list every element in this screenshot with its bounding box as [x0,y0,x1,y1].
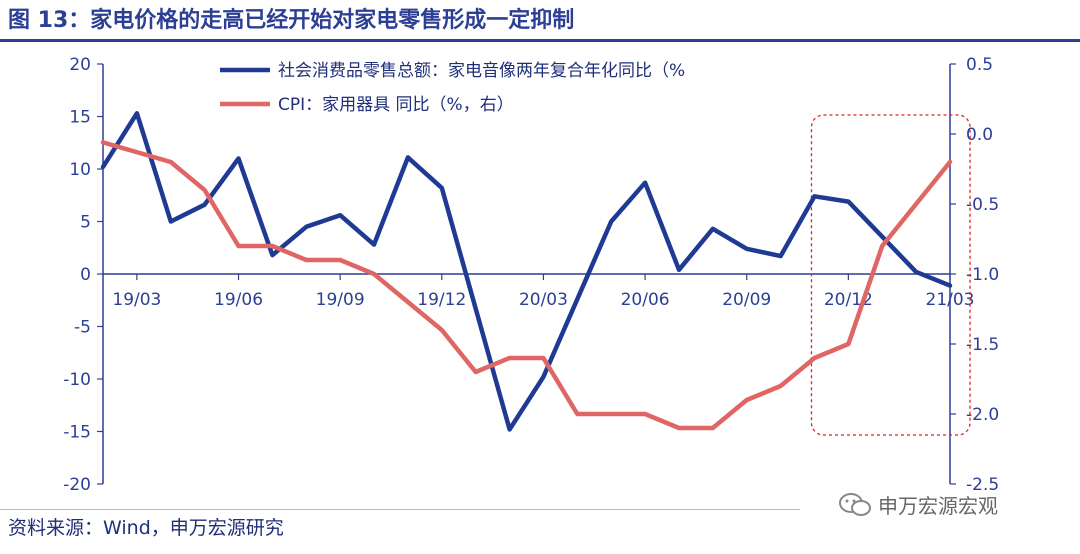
chart-title: 图 13：家电价格的走高已经开始对家电零售形成一定抑制 [8,8,575,33]
x-tick-label: 19/09 [316,290,365,310]
line-chart: 20 15 10 5 0 -5 -10 -15 -20 0.5 0.0 -0.5 -1.0 -1.5 -2.… [63,55,999,495]
y-left-tick-label: 0 [80,265,91,285]
x-tick-label: 19/12 [417,290,466,310]
title-rule [0,39,1080,42]
y-right-tick-label: -1.0 [966,265,999,285]
y-right-tick-label: -2.0 [966,405,999,425]
y-right-tick-label: -1.5 [966,335,999,355]
y-left-tick-label: 5 [80,213,91,233]
y-left-tick-label: -5 [74,318,91,338]
y-right-tick-label: -0.5 [966,195,999,215]
y-left-tick-label: 20 [69,55,91,75]
x-tick-label: 21/03 [926,290,975,310]
x-tick-label: 19/03 [112,290,161,310]
footer-divider [0,509,800,510]
y-left-tick-label: -10 [63,370,91,390]
watermark-text: 申万宏源宏观 [878,494,998,518]
wechat-icon [839,492,871,516]
highlight-box [810,114,971,436]
y-left-tick-label: 15 [69,108,91,128]
series-line-2 [100,140,953,431]
y-right-tick-label: 0.5 [966,55,993,75]
y-right-tick-label: 0.0 [966,125,993,145]
y-left-tick-label: -20 [63,475,91,495]
legend-label-2: CPI：家用器具 同比（%，右） [278,95,514,115]
x-tick-label: 20/09 [722,290,771,310]
series-line-1 [100,111,953,432]
legend-label-1: 社会消费品零售总额：家电音像两年复合年化同比（% [278,61,685,81]
source-note: 资料来源：Wind，申万宏源研究 [8,517,284,539]
y-right-tick-label: -2.5 [966,475,999,495]
y-left-tick-label: -15 [63,423,91,443]
watermark: 申万宏源宏观 [838,490,998,519]
x-tick-label: 19/06 [214,290,263,310]
y-left-tick-label: 10 [69,160,91,180]
x-tick-label: 20/06 [621,290,670,310]
x-tick-label: 20/03 [519,290,568,310]
